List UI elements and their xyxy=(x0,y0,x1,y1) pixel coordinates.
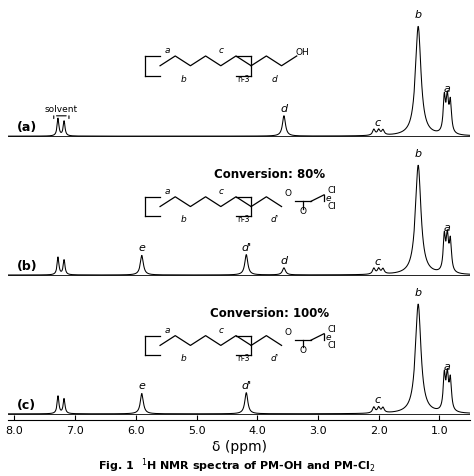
Text: d': d' xyxy=(241,242,251,252)
Text: e: e xyxy=(326,332,331,341)
Text: b: b xyxy=(180,353,186,362)
Text: d': d' xyxy=(270,215,278,224)
Text: Conversion: 100%: Conversion: 100% xyxy=(210,307,329,319)
Text: a: a xyxy=(444,84,451,94)
Text: b: b xyxy=(180,74,186,83)
Text: n-3: n-3 xyxy=(237,215,250,224)
Text: b: b xyxy=(415,10,422,20)
Text: d: d xyxy=(281,103,288,113)
Text: c: c xyxy=(374,256,381,266)
Text: O: O xyxy=(284,188,291,198)
Text: a: a xyxy=(164,325,170,334)
Text: O: O xyxy=(299,207,306,216)
Text: e: e xyxy=(138,381,145,391)
Text: O: O xyxy=(299,345,306,354)
Text: (a): (a) xyxy=(18,121,37,134)
Text: a: a xyxy=(444,361,451,371)
Text: a: a xyxy=(164,187,170,196)
Text: O: O xyxy=(284,327,291,336)
Text: e: e xyxy=(326,194,331,202)
Text: e: e xyxy=(138,242,145,252)
Text: c: c xyxy=(219,187,223,196)
Text: c: c xyxy=(219,46,223,55)
Text: (c): (c) xyxy=(18,398,36,411)
Text: Fig. 1  $^1$H NMR spectra of PM-OH and PM-Cl$_2$: Fig. 1 $^1$H NMR spectra of PM-OH and PM… xyxy=(98,455,376,474)
Text: n-3: n-3 xyxy=(237,74,250,83)
Text: d: d xyxy=(281,255,288,265)
Text: Cl: Cl xyxy=(327,201,336,210)
Text: b: b xyxy=(415,287,422,297)
Text: (b): (b) xyxy=(18,259,38,272)
Text: c: c xyxy=(374,118,381,128)
Text: b: b xyxy=(180,215,186,224)
Text: Cl: Cl xyxy=(327,340,336,349)
Text: Cl: Cl xyxy=(327,324,336,333)
Text: OH: OH xyxy=(296,48,310,57)
X-axis label: δ (ppm): δ (ppm) xyxy=(211,439,266,453)
Text: b: b xyxy=(415,149,422,159)
Text: d': d' xyxy=(270,353,278,362)
Text: Conversion: 80%: Conversion: 80% xyxy=(214,168,325,181)
Text: a: a xyxy=(444,222,451,232)
Text: d: d xyxy=(272,74,277,83)
Text: c: c xyxy=(219,325,223,334)
Text: c: c xyxy=(374,395,381,405)
Text: Cl: Cl xyxy=(327,186,336,195)
Text: d': d' xyxy=(241,381,251,391)
Text: a: a xyxy=(164,46,170,55)
Text: n-3: n-3 xyxy=(237,353,250,362)
Text: solvent: solvent xyxy=(45,104,78,113)
